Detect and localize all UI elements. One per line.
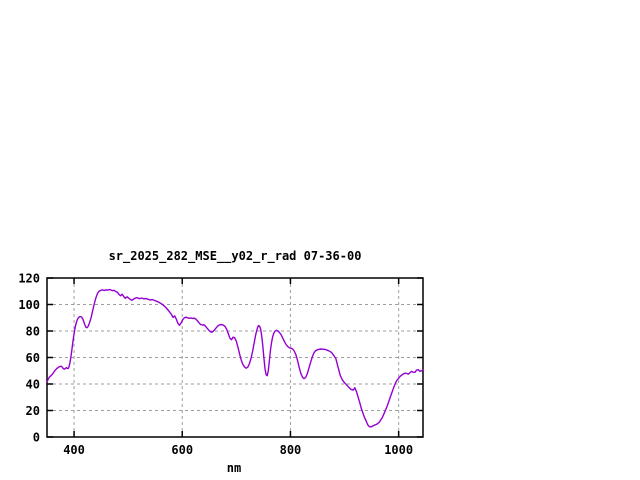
y-tick-label-0: 0 xyxy=(33,431,40,445)
y-tick-label-20: 20 xyxy=(26,404,40,418)
x-axis-label: nm xyxy=(227,461,241,475)
y-tick-label-100: 100 xyxy=(18,298,40,312)
x-tick-label-400: 400 xyxy=(63,443,85,457)
x-tick-label-1000: 1000 xyxy=(384,443,413,457)
y-tick-label-80: 80 xyxy=(26,325,40,339)
x-tick-label-800: 800 xyxy=(280,443,302,457)
series-line xyxy=(46,288,424,428)
chart-title: sr_2025_282_MSE__y02_r_rad 07-36-00 xyxy=(109,249,362,264)
y-tick-label-120: 120 xyxy=(18,272,40,286)
x-tick-label-600: 600 xyxy=(171,443,193,457)
y-tick-label-40: 40 xyxy=(26,378,40,392)
y-tick-label-60: 60 xyxy=(26,351,40,365)
